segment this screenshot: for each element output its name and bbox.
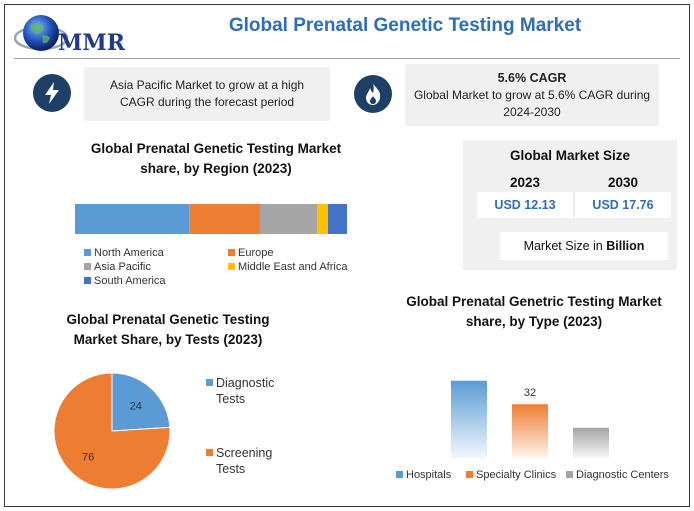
unit-bold: Billion [606, 239, 645, 253]
globe-logo-icon [13, 15, 69, 51]
type-chart-title: Global Prenatal Genetric Testing Market … [406, 294, 662, 329]
cagr-card: 5.6% CAGR Global Market to grow at 5.6% … [405, 64, 659, 126]
flame-icon [354, 75, 392, 113]
legend-swatch [84, 263, 91, 270]
pie-slice-diagnostic-tests [111, 372, 171, 432]
legend-swatch [84, 249, 91, 256]
tests-legend-item-diagnostic-tests: Diagnostic Tests [206, 375, 296, 407]
tests-legend-item-screening-tests: Screening Tests [206, 445, 296, 477]
logo-text: MMR [58, 30, 125, 56]
legend-label: Screening Tests [216, 446, 273, 476]
region-bar-segment-europe [189, 204, 260, 234]
market-size-title: Global Market Size [509, 148, 631, 163]
type-legend-item-hospitals: Hospitals [396, 469, 451, 481]
legend-swatch [228, 249, 235, 256]
legend-swatch [228, 263, 235, 270]
pie-data-label-diagnostic-tests: 24 [130, 401, 142, 413]
tests-pie-chart: 24 76 [53, 372, 171, 490]
legend-label: South America [94, 275, 166, 287]
legend-swatch [396, 471, 403, 478]
legend-label: Hospitals [406, 469, 452, 481]
tests-chart-title: Global Prenatal Genetic Testing Market S… [66, 312, 270, 347]
region-legend-item-europe: Europe [228, 247, 273, 259]
legend-label: Middle East and Africa [238, 261, 348, 273]
legend-label: Diagnostic Centers [576, 469, 669, 481]
market-size-2023-value: USD 12.13 [477, 192, 573, 218]
region-stacked-bar [75, 204, 347, 234]
cagr-card-text: Global Market to grow at 5.6% CAGR durin… [413, 88, 651, 119]
legend-swatch [206, 449, 213, 456]
legend-label: Diagnostic Tests [216, 376, 275, 406]
cagr-card-title: 5.6% CAGR [497, 71, 567, 85]
asia-pacific-card-text: Asia Pacific Market to grow at a high CA… [109, 78, 305, 109]
legend-swatch [566, 471, 573, 478]
type-data-label-specialty-clinics: 32 [524, 387, 536, 399]
legend-label: Asia Pacific [94, 261, 151, 273]
pie-data-label-screening-tests: 76 [82, 451, 94, 463]
type-bar-chart: 32 [451, 380, 609, 458]
type-bar-diagnostic-centers [573, 427, 609, 458]
region-legend-item-middle-east-and-africa: Middle East and Africa [228, 261, 347, 273]
page-title: Global Prenatal Genetic Testing Market [228, 15, 582, 36]
legend-swatch [206, 379, 213, 386]
market-size-2030-value: USD 17.76 [575, 192, 671, 218]
region-legend-item-asia-pacific: Asia Pacific [84, 261, 151, 273]
asia-pacific-card: Asia Pacific Market to grow at a high CA… [84, 67, 330, 121]
region-bar-segment-north-america [75, 204, 190, 234]
legend-label: North America [94, 247, 164, 259]
unit-prefix: Market Size in [523, 239, 607, 253]
legend-label: Specialty Clinics [476, 469, 557, 481]
region-bar-segment-south-america [327, 204, 347, 234]
type-legend-item-diagnostic-centers: Diagnostic Centers [566, 469, 669, 481]
type-legend-item-specialty-clinics: Specialty Clinics [466, 469, 556, 481]
legend-swatch [84, 277, 91, 284]
region-chart-title: Global Prenatal Genetic Testing Market s… [90, 141, 342, 176]
pie-slice-screening-tests [53, 372, 171, 490]
region-legend-item-north-america: North America [84, 247, 164, 259]
infographic-frame [4, 4, 690, 507]
year-2023-label: 2023 [509, 175, 541, 190]
lightning-icon [33, 74, 71, 112]
year-2030-label: 2030 [607, 175, 639, 190]
region-bar-segment-asia-pacific [259, 204, 318, 234]
legend-label: Europe [238, 247, 274, 259]
market-size-unit-box: Market Size in Billion [500, 232, 668, 260]
region-legend-item-south-america: South America [84, 275, 166, 287]
region-bar-segment-middle-east-and-africa [317, 204, 328, 234]
header-divider [14, 58, 680, 59]
type-bar-hospitals [451, 380, 487, 458]
market-size-panel: Global Market Size 2023 2030 USD 12.13 U… [463, 140, 677, 270]
legend-swatch [466, 471, 473, 478]
type-bar-specialty-clinics [512, 404, 548, 458]
